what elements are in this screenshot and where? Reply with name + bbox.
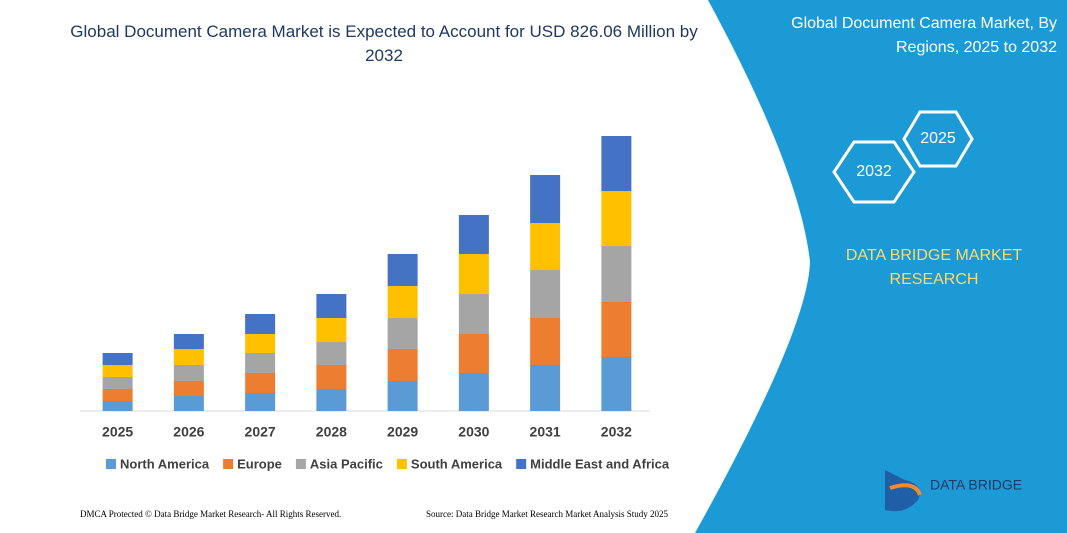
- bar-segment: [601, 191, 632, 246]
- x-tick-label: 2026: [173, 424, 204, 440]
- bar-segment: [387, 254, 418, 286]
- logo-mark: [889, 483, 922, 496]
- bar-segment: [316, 365, 347, 389]
- legend-swatch: [223, 459, 234, 469]
- brand: DATA BRIDGE MARKET RESEARCH: [846, 247, 1023, 288]
- chart-title: Global Document Camera Market is Expecte…: [70, 22, 698, 65]
- x-tick-label: 2027: [245, 424, 276, 440]
- bar-segment: [102, 353, 133, 365]
- x-tick-label: 2030: [458, 424, 489, 440]
- legend-label: Europe: [237, 456, 282, 471]
- logo-mark: [885, 470, 920, 512]
- bar-segment: [458, 373, 489, 411]
- bar-segment: [458, 334, 489, 373]
- bar-segment: [458, 294, 489, 334]
- legend-swatch: [516, 459, 527, 469]
- bar-segment: [387, 381, 418, 411]
- bar-segment: [601, 246, 632, 302]
- bar-segment: [316, 294, 347, 318]
- side-panel-bg: [695, 0, 1067, 533]
- bar-segment: [530, 223, 561, 270]
- bar-segment: [601, 357, 632, 411]
- legend-swatch: [396, 459, 407, 469]
- title-line: 2032: [365, 46, 403, 65]
- bar-segment: [173, 381, 204, 396]
- logo-text: DATA BRIDGE: [930, 477, 1022, 493]
- bar-segment: [102, 401, 133, 411]
- footer-left: DMCA Protected © Data Bridge Market Rese…: [80, 509, 341, 519]
- footer-right: Source: Data Bridge Market Research Mark…: [426, 509, 668, 519]
- legend-label: South America: [411, 456, 503, 471]
- bar-segment: [530, 318, 561, 365]
- bar-segment: [530, 175, 561, 223]
- bar-segment: [387, 286, 418, 318]
- bar-segment: [458, 215, 489, 254]
- bar-segment: [173, 396, 204, 411]
- bar-segment: [387, 349, 418, 381]
- hexagon-label: 2032: [856, 163, 892, 180]
- bar-segment: [245, 334, 276, 353]
- bar-segment: [245, 353, 276, 373]
- x-tick-label: 2028: [316, 424, 347, 440]
- bar-segment: [102, 377, 133, 389]
- bar-segment: [530, 365, 561, 411]
- bar-segment: [458, 254, 489, 294]
- title-line: Global Document Camera Market is Expecte…: [70, 22, 698, 41]
- x-tick-label: 2025: [102, 424, 133, 440]
- bar-segment: [601, 136, 632, 191]
- bar-segment: [245, 393, 276, 411]
- legend-label: Middle East and Africa: [530, 456, 670, 471]
- x-tick-label: 2029: [387, 424, 418, 440]
- panel-title: Global Document Camera Market, By Regions…: [791, 15, 1057, 56]
- legend-label: Asia Pacific: [310, 456, 383, 471]
- panel-title-line: Regions, 2025 to 2032: [896, 39, 1057, 56]
- legend-label: North America: [120, 456, 210, 471]
- hexagon: [902, 110, 974, 168]
- bar-segment: [245, 373, 276, 393]
- hexagon: [832, 140, 916, 204]
- panel-title-line: Global Document Camera Market, By: [791, 15, 1057, 32]
- hexagon-label: 2025: [920, 130, 956, 147]
- x-tick-label: 2031: [530, 424, 561, 440]
- bar-segment: [102, 389, 133, 401]
- brand-line: RESEARCH: [890, 271, 979, 288]
- bar-segment: [387, 318, 418, 349]
- bar-segment: [316, 318, 347, 342]
- bar-segment: [173, 349, 204, 365]
- brand-line: DATA BRIDGE MARKET: [846, 247, 1023, 264]
- bar-segment: [245, 314, 276, 334]
- legend-swatch: [106, 459, 116, 469]
- bar-segment: [316, 389, 347, 411]
- bar-segment: [102, 365, 133, 377]
- x-tick-label: 2032: [601, 424, 632, 440]
- bar-segment: [316, 342, 347, 365]
- bar-segment: [601, 302, 632, 357]
- bar-segment: [173, 365, 204, 381]
- bar-segment: [530, 270, 561, 318]
- plot: 2025 2026 2027 2028 2029 2030 2031 2032 North Am…: [102, 136, 670, 471]
- bar-segment: [173, 334, 204, 349]
- legend-swatch: [295, 459, 306, 469]
